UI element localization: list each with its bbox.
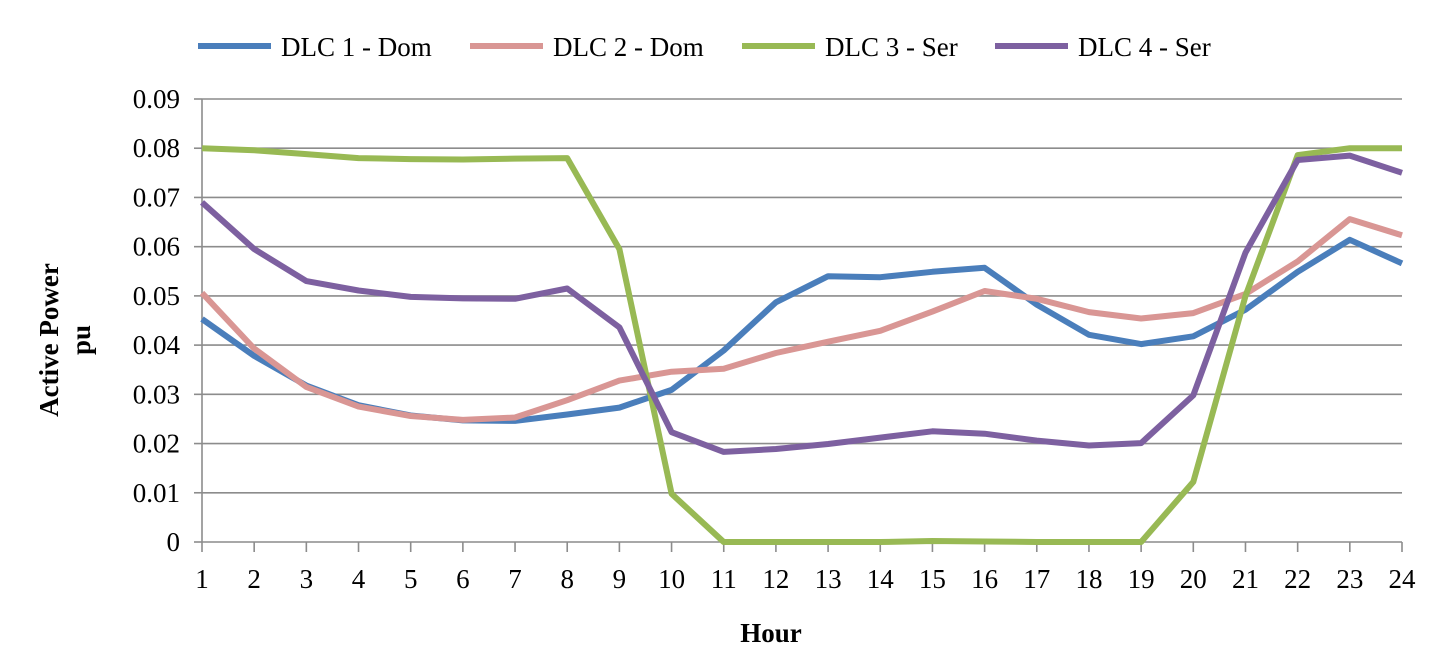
- y-tick-label: 0.07: [133, 182, 180, 212]
- y-tick-label: 0.03: [133, 379, 180, 409]
- y-axis-title: Active Power pu: [34, 263, 96, 417]
- series-line: [201, 145, 1402, 545]
- axes: 00.010.020.030.040.050.060.070.080.091 2 3…: [133, 84, 1416, 594]
- y-tick-label: 0.09: [133, 84, 180, 114]
- x-tick-label: 9: [613, 564, 627, 594]
- y-tick-label: 0.06: [133, 232, 180, 262]
- x-tick-label: 12: [762, 564, 789, 594]
- x-tick-label: 15: [919, 564, 946, 594]
- x-tick-label: 21: [1232, 564, 1259, 594]
- x-tick-label: 3: [300, 564, 314, 594]
- series-line: [199, 152, 1403, 455]
- legend-label: DLC 1 - Dom: [281, 32, 432, 62]
- y-axis-title-line-1: Active Power: [34, 263, 64, 417]
- x-tick-label: 7: [508, 564, 522, 594]
- y-tick-label: 0.05: [133, 281, 180, 311]
- x-tick-label: 24: [1389, 564, 1417, 594]
- x-tick-label: 2: [247, 564, 261, 594]
- x-tick-label: 23: [1336, 564, 1363, 594]
- x-axis-title: Hour: [740, 618, 802, 648]
- x-tick-label: 20: [1180, 564, 1207, 594]
- y-tick-label: 0.04: [133, 330, 181, 360]
- x-tick-label: 4: [352, 564, 366, 594]
- x-tick-label: 11: [711, 564, 737, 594]
- x-tick-label: 22: [1284, 564, 1311, 594]
- x-tick-label: 13: [815, 564, 842, 594]
- y-axis-title-line-2: pu: [66, 325, 96, 355]
- x-tick-label: 10: [658, 564, 685, 594]
- x-tick-label: 1: [195, 564, 209, 594]
- legend: DLC 1 - Dom DLC 2 - Dom DLC 3 - Ser DLC 4 -…: [198, 32, 1211, 62]
- legend-label: DLC 4 - Ser: [1078, 32, 1211, 62]
- x-tick-label: 17: [1023, 564, 1050, 594]
- x-tick-label: 6: [456, 564, 470, 594]
- x-tick-label: 19: [1128, 564, 1155, 594]
- x-tick-label: 16: [971, 564, 998, 594]
- legend-label: DLC 3 - Ser: [825, 32, 958, 62]
- x-tick-label: 5: [404, 564, 418, 594]
- x-tick-label: 14: [867, 564, 895, 594]
- series-lines: [199, 145, 1404, 545]
- x-tick-label: 18: [1075, 564, 1102, 594]
- series-line: [199, 216, 1403, 423]
- y-tick-label: 0: [167, 527, 181, 557]
- y-tick-label: 0.08: [133, 133, 180, 163]
- x-tick-label: 8: [560, 564, 574, 594]
- legend-label: DLC 2 - Dom: [553, 32, 704, 62]
- y-tick-label: 0.02: [133, 429, 180, 459]
- y-tick-label: 0.01: [133, 478, 180, 508]
